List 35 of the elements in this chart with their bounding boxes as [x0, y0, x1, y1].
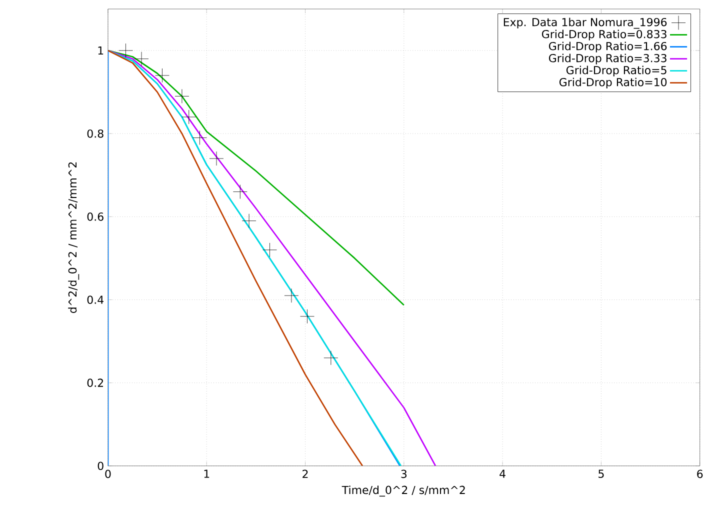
- line-series: [108, 50, 405, 306]
- y-tick-label: 0.6: [87, 212, 104, 221]
- point: [155, 68, 170, 83]
- point: [300, 309, 314, 324]
- point: [174, 89, 190, 104]
- point: [284, 288, 299, 303]
- point: [192, 130, 207, 146]
- y-tick-label: 1: [98, 46, 104, 55]
- legend-label: Grid-Drop Ratio=10: [559, 78, 667, 88]
- legend-label: Grid-Drop Ratio=1.66: [548, 42, 667, 52]
- y-tick-label: 0.2: [87, 378, 104, 388]
- point: [262, 242, 277, 258]
- point: [324, 350, 338, 366]
- point: [118, 43, 133, 58]
- legend-label: Grid-Drop Ratio=5: [566, 66, 666, 76]
- x-tick-label: 5: [598, 470, 604, 478]
- legend-label: Exp. Data 1bar Nomura_1996: [504, 18, 667, 29]
- x-tick-label: 1: [204, 470, 210, 478]
- point: [134, 52, 149, 66]
- point: [182, 110, 196, 124]
- x-tick-label: 3: [401, 470, 407, 478]
- legend-label: Grid-Drop Ratio=0.833: [542, 30, 666, 40]
- x-tick-label: 2: [302, 470, 308, 478]
- point: [209, 151, 224, 166]
- point: [232, 184, 248, 200]
- legend-label: Grid-Drop Ratio=3.33: [548, 54, 666, 64]
- x-axis-title: Time/d_0^2 / s/mm^2: [342, 486, 465, 497]
- x-tick-label: 6: [697, 470, 703, 478]
- x-tick-label: 0: [105, 470, 111, 478]
- y-axis-title: d^2/d_0^2 / mm^2/mm^2: [68, 162, 80, 314]
- y-tick-label: 0: [98, 462, 104, 470]
- x-tick-label: 4: [500, 470, 506, 478]
- y-tick-label: 0.8: [87, 130, 104, 138]
- y-tick-label: 0.4: [87, 296, 104, 304]
- point: [242, 214, 256, 228]
